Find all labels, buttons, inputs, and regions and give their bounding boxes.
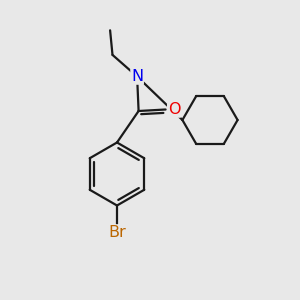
Text: O: O (168, 102, 180, 117)
Text: N: N (131, 69, 143, 84)
Text: Br: Br (108, 225, 126, 240)
